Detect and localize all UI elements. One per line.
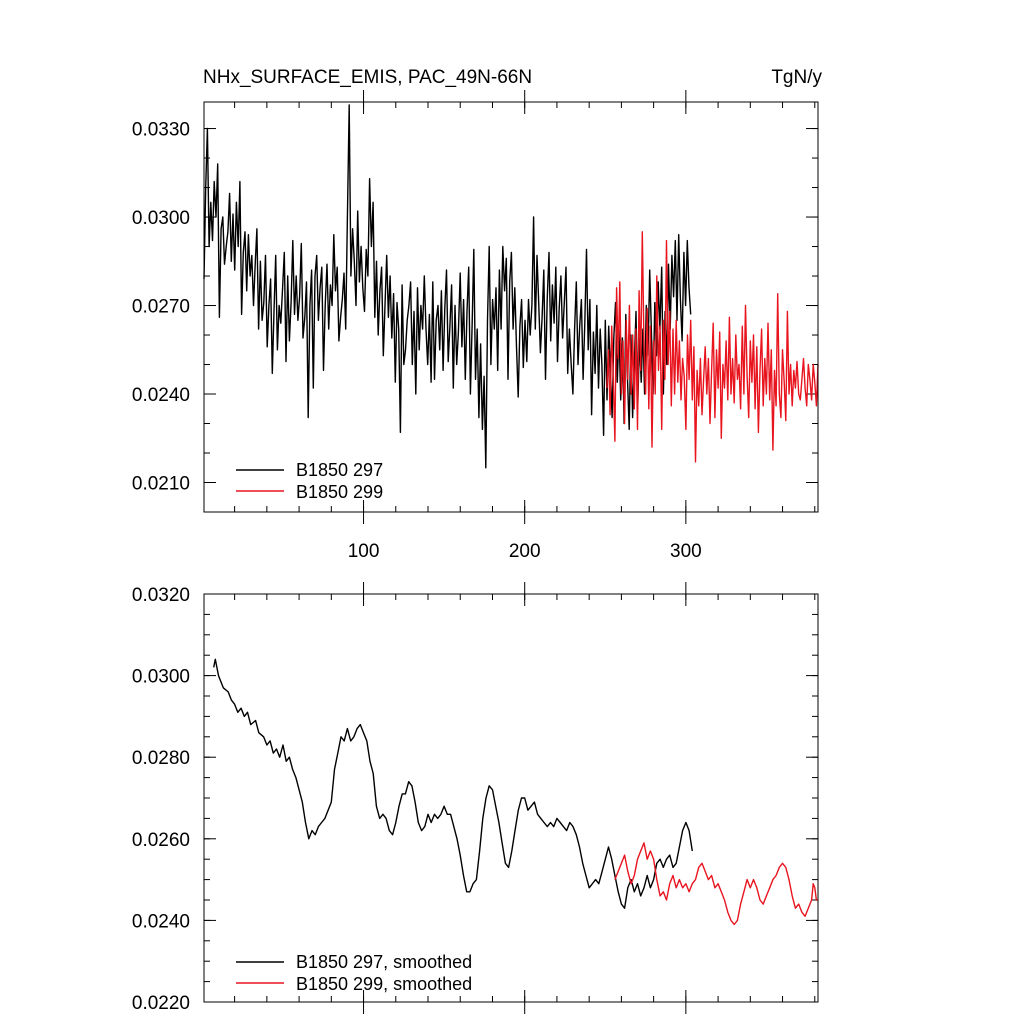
top-ytick-label: 0.0330 <box>132 120 190 141</box>
bottom-ytick-label: 0.0300 <box>132 667 190 688</box>
top-xtick-label: 200 <box>509 541 541 562</box>
top-xtick-label: 100 <box>348 541 380 562</box>
bottom-panel-series <box>213 658 818 926</box>
bottom-series-b1850-299-smoothed <box>614 842 818 926</box>
bottom-plot-frame <box>203 593 819 1003</box>
top-series-b1850-299 <box>606 231 819 463</box>
bottom-panel: 0.0220 0.0240 0.0260 0.0280 0.0300 0.0320 B18… <box>132 582 819 1014</box>
bottom-legend: B1850 297, smoothed B1850 299, smoothed <box>236 952 472 994</box>
top-ytick-label: 0.0210 <box>132 474 190 495</box>
top-xtick-label: 300 <box>670 541 702 562</box>
units-label: TgN/y <box>771 67 822 88</box>
top-panel: NHx_SURFACE_EMIS, PAC_49N-66N TgN/y 0.02… <box>132 67 823 562</box>
top-series-b1850-297 <box>203 104 692 469</box>
bottom-ytick-label: 0.0320 <box>132 585 190 606</box>
bottom-ytick-label: 0.0260 <box>132 830 190 851</box>
top-ytick-label: 0.0300 <box>132 208 190 229</box>
top-ytick-label: 0.0270 <box>132 297 190 318</box>
bottom-ytick-label: 0.0280 <box>132 748 190 769</box>
top-panel-series <box>203 104 819 469</box>
top-plot-frame <box>203 101 819 513</box>
top-legend: B1850 297 B1850 299 <box>236 460 383 502</box>
legend-label-b1850-299-smoothed: B1850 299, smoothed <box>296 974 472 994</box>
bottom-series-b1850-297-smoothed <box>213 658 693 909</box>
bottom-ytick-label: 0.0220 <box>132 993 190 1014</box>
legend-label-b1850-297: B1850 297 <box>296 460 383 480</box>
bottom-ytick-label: 0.0240 <box>132 911 190 932</box>
top-ytick-label: 0.0240 <box>132 385 190 406</box>
top-panel-ticks: 0.0210 0.0240 0.0270 0.0300 0.0330 100 200 300 <box>132 90 818 562</box>
legend-label-b1850-297-smoothed: B1850 297, smoothed <box>296 952 472 972</box>
chart-title: NHx_SURFACE_EMIS, PAC_49N-66N <box>203 67 532 88</box>
bottom-panel-ticks: 0.0220 0.0240 0.0260 0.0280 0.0300 0.0320 <box>132 582 818 1014</box>
legend-label-b1850-299: B1850 299 <box>296 482 383 502</box>
